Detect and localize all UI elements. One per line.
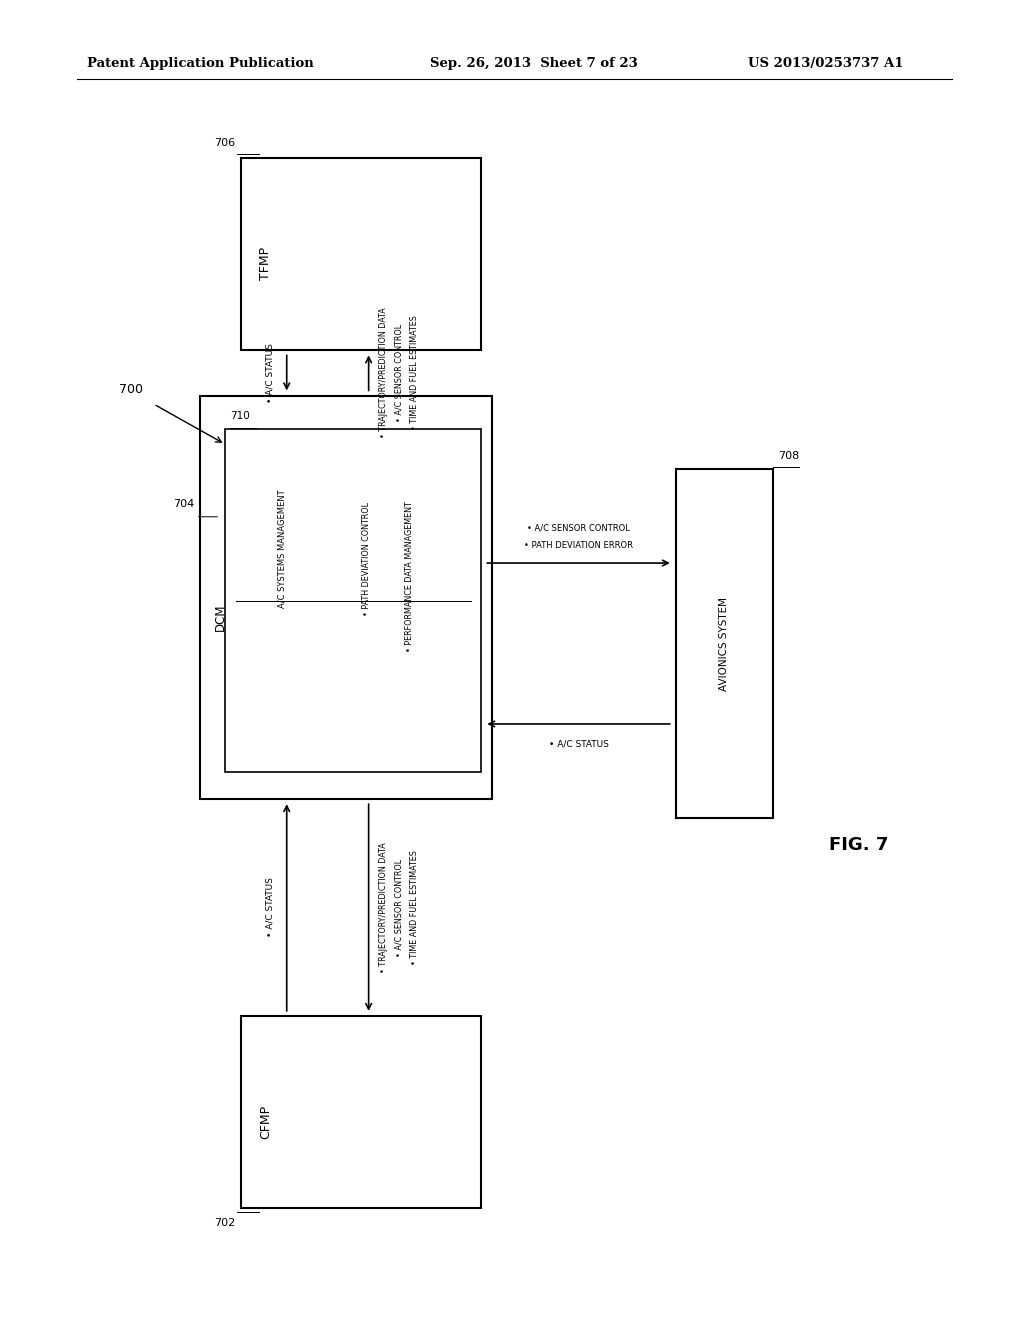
Text: TFMP: TFMP — [259, 247, 272, 280]
Text: AVIONICS SYSTEM: AVIONICS SYSTEM — [720, 597, 729, 690]
Text: CFMP: CFMP — [259, 1105, 272, 1139]
Text: • A/C STATUS: • A/C STATUS — [265, 343, 274, 403]
Bar — [676, 469, 773, 818]
Text: • TRAJECTORY/PREDICTION DATA: • TRAJECTORY/PREDICTION DATA — [379, 308, 388, 438]
Text: • TIME AND FUEL ESTIMATES: • TIME AND FUEL ESTIMATES — [410, 315, 419, 430]
Text: • PERFORMANCE DATA MANAGEMENT: • PERFORMANCE DATA MANAGEMENT — [406, 502, 414, 652]
Text: 704: 704 — [173, 499, 195, 508]
Bar — [241, 1016, 481, 1208]
Text: Sep. 26, 2013  Sheet 7 of 23: Sep. 26, 2013 Sheet 7 of 23 — [430, 57, 638, 70]
Text: • A/C STATUS: • A/C STATUS — [549, 739, 608, 748]
Text: • A/C SENSOR CONTROL: • A/C SENSOR CONTROL — [527, 524, 630, 533]
Bar — [200, 396, 492, 799]
Text: • A/C STATUS: • A/C STATUS — [265, 878, 274, 937]
Text: • TRAJECTORY/PREDICTION DATA: • TRAJECTORY/PREDICTION DATA — [379, 842, 388, 973]
Text: • PATH DEVIATION ERROR: • PATH DEVIATION ERROR — [524, 541, 633, 550]
Text: Patent Application Publication: Patent Application Publication — [87, 57, 313, 70]
Text: • A/C SENSOR CONTROL: • A/C SENSOR CONTROL — [394, 323, 403, 422]
Text: US 2013/0253737 A1: US 2013/0253737 A1 — [748, 57, 903, 70]
Bar — [225, 429, 481, 772]
Text: DCM: DCM — [214, 603, 227, 631]
Text: 708: 708 — [778, 450, 800, 461]
Text: A/C SYSTEMS MANAGEMENT: A/C SYSTEMS MANAGEMENT — [278, 490, 286, 609]
Text: FIG. 7: FIG. 7 — [829, 836, 889, 854]
Text: 706: 706 — [214, 137, 236, 148]
Text: 700: 700 — [120, 383, 143, 396]
Text: • PATH DEVIATION CONTROL: • PATH DEVIATION CONTROL — [361, 503, 371, 616]
Text: 702: 702 — [214, 1218, 236, 1229]
Text: • A/C SENSOR CONTROL: • A/C SENSOR CONTROL — [394, 858, 403, 957]
Bar — [241, 158, 481, 350]
Text: • TIME AND FUEL ESTIMATES: • TIME AND FUEL ESTIMATES — [410, 850, 419, 965]
Text: 710: 710 — [230, 411, 250, 421]
